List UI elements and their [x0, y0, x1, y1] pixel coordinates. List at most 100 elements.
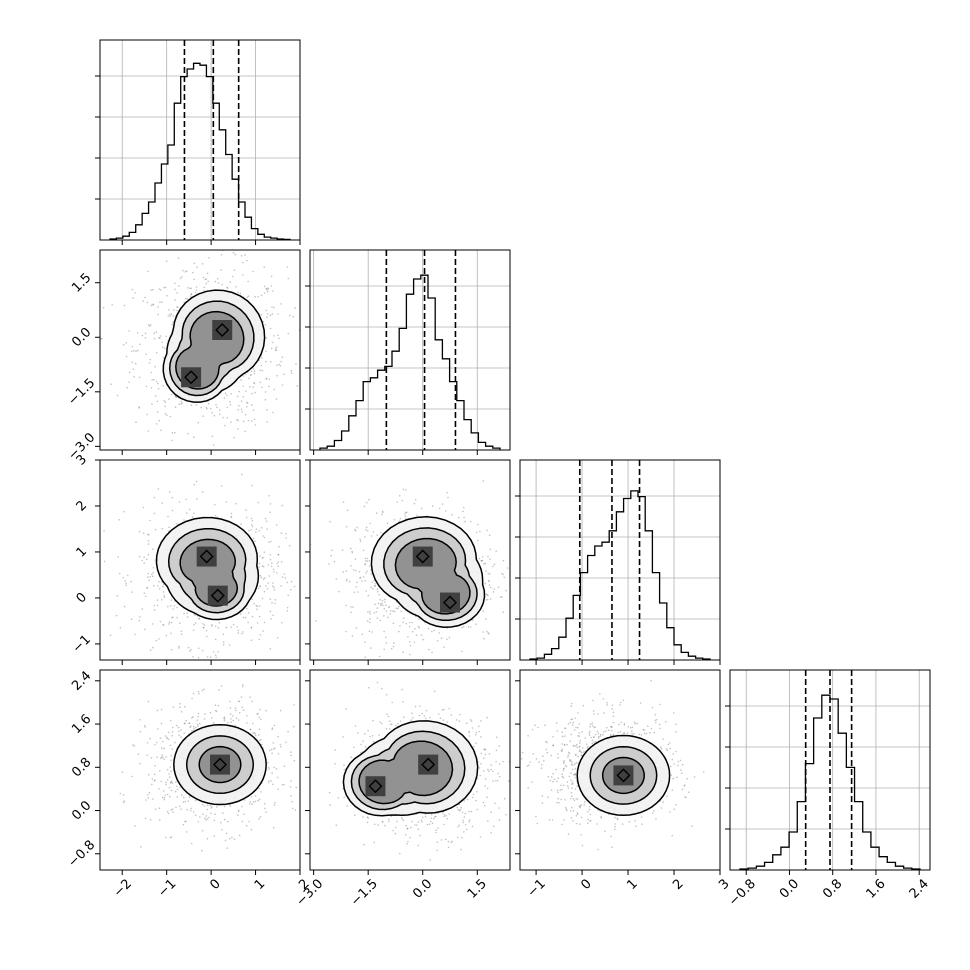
scatter-point — [264, 398, 267, 401]
scatter-point — [258, 638, 260, 641]
scatter-point — [146, 301, 149, 304]
scatter-point — [395, 607, 398, 609]
scatter-point — [585, 743, 588, 745]
scatter-point — [458, 809, 461, 812]
scatter-point — [156, 741, 158, 744]
scatter-point — [462, 510, 464, 513]
scatter-point — [269, 598, 272, 600]
scatter-point — [418, 626, 421, 629]
scatter-point — [420, 819, 423, 821]
scatter-point — [390, 610, 392, 612]
scatter-point — [237, 419, 239, 422]
scatter-point — [238, 834, 241, 837]
scatter-point — [154, 808, 157, 810]
scatter-point — [505, 589, 508, 592]
scatter-point — [247, 621, 249, 624]
scatter-point — [252, 368, 255, 370]
scatter-point — [151, 783, 153, 786]
scatter-point — [266, 408, 268, 411]
scatter-point — [329, 520, 331, 523]
scatter-point — [484, 582, 487, 585]
scatter-point — [149, 576, 151, 578]
scatter-point — [265, 378, 268, 380]
scatter-point — [266, 290, 269, 293]
scatter-point — [472, 793, 475, 796]
scatter-point — [250, 660, 252, 662]
hist-frame-0 — [99, 39, 301, 241]
scatter-point — [423, 715, 426, 717]
scatter-point — [483, 563, 485, 565]
scatter-point — [126, 574, 129, 577]
scatter-point — [291, 800, 294, 803]
scatter-point — [159, 335, 162, 337]
scatter-point — [274, 349, 277, 352]
scatter-point — [180, 808, 182, 810]
scatter-point — [372, 719, 374, 722]
scatter-point — [183, 519, 185, 521]
scatter-point — [306, 789, 308, 791]
scatter-point — [159, 770, 161, 772]
scatter-point — [174, 299, 176, 301]
scatter-point — [290, 751, 292, 753]
scatter-point — [172, 811, 174, 813]
scatter-point — [179, 622, 181, 624]
scatter-point — [192, 664, 194, 666]
scatter-point — [536, 822, 539, 825]
scatter-point — [189, 295, 192, 297]
scatter-point — [203, 624, 206, 626]
scatter-point — [571, 783, 573, 785]
scatter-point — [147, 270, 149, 273]
scatter-point — [379, 598, 381, 601]
scatter-point — [280, 561, 283, 563]
scatter-point — [368, 560, 371, 562]
scatter-point — [219, 409, 221, 411]
scatter-point — [401, 688, 404, 691]
scatter-point — [146, 586, 149, 589]
scatter-point — [201, 689, 204, 692]
scatter-point — [597, 732, 600, 735]
scatter-point — [614, 816, 616, 819]
scatter-point — [272, 614, 274, 617]
scatter-point — [492, 591, 495, 593]
scatter-point — [241, 820, 244, 823]
scatter-point — [394, 826, 397, 829]
scatter-point — [409, 621, 411, 624]
scatter-point — [260, 364, 263, 367]
scatter-point — [221, 662, 223, 664]
scatter-point — [402, 488, 405, 491]
scatter-point — [262, 630, 265, 632]
scatter-point — [482, 801, 485, 804]
hist-grid-3 — [730, 670, 930, 870]
scatter-point — [442, 719, 445, 721]
scatter-point — [161, 301, 163, 303]
scatter-point — [230, 512, 233, 515]
scatter-point — [388, 820, 390, 823]
scatter-point — [232, 715, 234, 717]
scatter-point — [269, 511, 271, 513]
scatter-point — [194, 814, 197, 817]
scatter-point — [238, 711, 241, 714]
scatter-point — [393, 519, 396, 521]
scatter-point — [170, 809, 172, 811]
scatter-point — [378, 593, 380, 596]
scatter-point — [152, 798, 154, 800]
scatter-point — [192, 716, 194, 718]
scatter-point — [149, 819, 152, 821]
scatter-point — [357, 732, 359, 734]
scatter-point — [446, 491, 449, 494]
scatter-point — [203, 462, 205, 464]
scatter-point — [254, 391, 256, 394]
scatter-point — [271, 728, 274, 731]
scatter-point — [221, 283, 223, 286]
scatter-point — [170, 789, 173, 792]
scatter-point — [133, 376, 135, 378]
scatter-point — [379, 619, 382, 622]
scatter-point — [142, 506, 145, 509]
scatter-point — [650, 727, 653, 730]
scatter-point — [665, 721, 667, 723]
scatter-point — [468, 730, 471, 733]
scatter-point — [381, 513, 383, 516]
density-peak — [207, 585, 228, 606]
scatter-point — [250, 828, 253, 831]
scatter-point — [171, 509, 174, 512]
